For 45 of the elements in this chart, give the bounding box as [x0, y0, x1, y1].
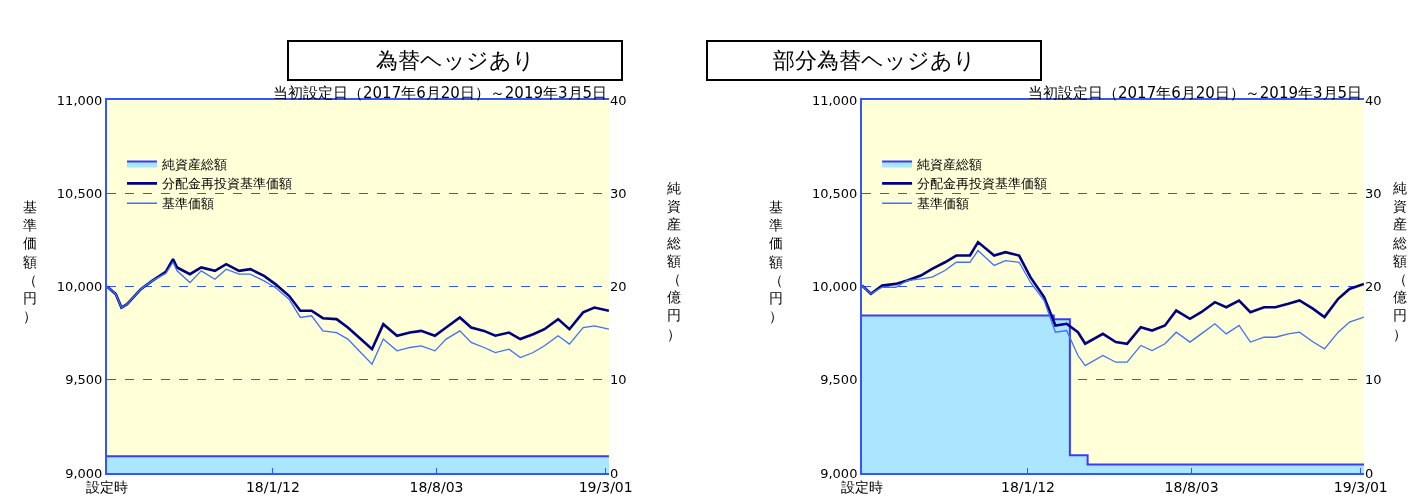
x-tick-label: 設定時 [85, 478, 128, 495]
y-tick-label: 11,000 [811, 92, 858, 108]
y2-tick-label: 30 [609, 185, 627, 201]
chart-subtitle: 当初設定日（2017年6月20日）～2019年3月5日 [1028, 84, 1363, 102]
chart-title: 為替ヘッジあり [375, 48, 535, 73]
y-tick-label: 9,500 [820, 372, 858, 388]
x-tick-label: 18/1/12 [1000, 478, 1055, 495]
x-tick-label: 19/3/01 [578, 478, 633, 495]
legend-label: 純資産総額 [162, 156, 228, 172]
legend-label: 基準価額 [162, 196, 215, 212]
x-tick-label: 18/1/12 [245, 478, 300, 495]
legend-label: 分配金再投資基準価額 [917, 176, 1048, 192]
line-series [106, 261, 609, 365]
line-series [862, 240, 1364, 346]
y2-tick-label: 20 [1364, 279, 1382, 295]
y-tick-label: 10,500 [56, 185, 103, 201]
y2-tick-label: 10 [609, 372, 627, 388]
y-tick-label: 9,000 [820, 465, 858, 481]
y-tick-label: 11,000 [56, 92, 103, 108]
text: 純資産総額（億円） [1393, 180, 1407, 342]
y2-tick-label: 30 [1364, 185, 1382, 201]
y2-tick-label: 10 [1364, 372, 1382, 388]
text: 純資産総額（億円） [667, 180, 681, 342]
x-tick-label: 18/8/03 [1164, 478, 1219, 495]
y2-tick-label: 40 [609, 92, 627, 108]
chart-subtitle: 当初設定日（2017年6月20日）～2019年3月5日 [273, 84, 608, 102]
x-tick-label: 19/3/01 [1333, 478, 1388, 495]
y-axis-title: 基準価額（円） [769, 199, 783, 325]
legend-label: 基準価額 [917, 196, 970, 212]
legend-label: 分配金再投資基準価額 [162, 176, 293, 192]
y-tick-label: 10,000 [811, 279, 858, 295]
chart-title: 部分為替ヘッジあり [772, 48, 976, 73]
y2-tick-label: 0 [1364, 465, 1374, 481]
x-tick-label: 設定時 [841, 478, 884, 495]
y2-tick-label: 40 [1364, 92, 1382, 108]
y-tick-label: 10,000 [56, 279, 103, 295]
y2-tick-label: 20 [609, 279, 627, 295]
y-tick-label: 9,500 [65, 372, 103, 388]
y2-tick-label: 0 [609, 465, 619, 481]
y-tick-label: 9,000 [65, 465, 103, 481]
x-tick-label: 18/8/03 [409, 478, 464, 495]
y-tick-label: 10,500 [811, 185, 858, 201]
line-series [862, 249, 1364, 367]
y-axis-title: 基準価額（円） [23, 199, 37, 325]
legend-label: 純資産総額 [917, 156, 983, 172]
